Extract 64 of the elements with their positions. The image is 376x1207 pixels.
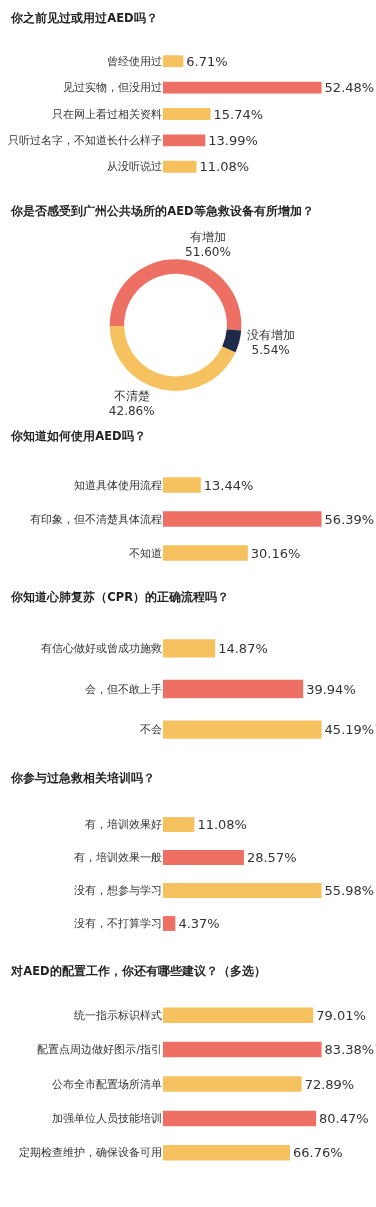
y-tick-label: 有信心做好或曾成功施救 — [41, 642, 162, 655]
data-label: 42.86% — [108, 404, 155, 419]
data-label: 15.74% — [213, 106, 264, 122]
bar — [163, 883, 322, 898]
bar — [163, 817, 195, 832]
bar — [163, 134, 206, 147]
data-label: 11.08% — [199, 159, 250, 175]
data-label: 55.98% — [324, 883, 375, 898]
donut-slice — [109, 259, 242, 331]
chart-title: 你知道心肺复苏（CPR）的正确流程吗？ — [10, 590, 230, 605]
data-label: 6.71% — [186, 53, 228, 69]
donut-slice — [109, 325, 236, 391]
data-label: 52.48% — [324, 80, 375, 96]
data-label: 4.37% — [178, 916, 220, 932]
y-tick-label: 会，但不敢上手 — [85, 682, 162, 695]
data-label: 83.38% — [324, 1042, 375, 1058]
data-label: 51.60% — [185, 245, 231, 260]
bar — [163, 160, 197, 173]
slice-label: 有增加 — [189, 229, 226, 244]
y-tick-label: 不知道 — [129, 546, 162, 559]
y-tick-label: 从没听说过 — [107, 160, 162, 173]
chart-title: 对AED的配置工作，你还有哪些建议？（多选） — [10, 963, 266, 978]
y-tick-label: 只在网上看过相关资料 — [52, 107, 162, 120]
y-tick-label: 加强单位人员技能培训 — [52, 1112, 162, 1125]
slice-label: 没有增加 — [246, 327, 295, 342]
y-tick-label: 有，培训效果好 — [85, 818, 162, 831]
data-label: 28.57% — [246, 850, 297, 866]
y-tick-label: 只听过名字，不知道长什么样子 — [8, 134, 162, 147]
donut-slice — [222, 329, 242, 353]
data-label: 80.47% — [319, 1110, 369, 1126]
data-label: 30.16% — [250, 545, 301, 561]
y-tick-label: 不会 — [140, 723, 162, 736]
y-tick-label: 公布全市配置场所清单 — [52, 1077, 162, 1090]
chart-title: 你知道如何使用AED吗？ — [10, 428, 146, 443]
data-label: 13.99% — [208, 132, 258, 148]
y-tick-label: 知道具体使用流程 — [74, 478, 162, 491]
data-label: 79.01% — [316, 1007, 366, 1023]
y-tick-label: 统一指示标识样式 — [74, 1008, 162, 1021]
y-tick-label: 见过实物，但没用过 — [63, 81, 162, 94]
bar — [163, 916, 176, 931]
y-tick-label: 定期检查维护，确保设备可用 — [19, 1146, 162, 1159]
bar — [163, 850, 244, 865]
data-label: 45.19% — [324, 722, 375, 738]
data-label: 72.89% — [304, 1076, 355, 1092]
y-tick-label: 没有，不打算学习 — [74, 917, 162, 930]
y-tick-label: 曾经使用过 — [107, 54, 162, 67]
chart-title: 你之前见过或用过AED吗？ — [10, 10, 158, 25]
y-tick-label: 配置点周边做好图示/指引 — [37, 1043, 162, 1056]
data-label: 56.39% — [324, 511, 375, 527]
bar — [163, 55, 184, 68]
bar — [163, 108, 211, 120]
y-tick-label: 没有，想参与学习 — [74, 884, 162, 897]
data-label: 39.94% — [306, 681, 356, 697]
data-label: 14.87% — [218, 640, 268, 656]
data-label: 11.08% — [197, 817, 247, 832]
bar — [163, 81, 322, 94]
y-tick-label: 有印象，但不清楚具体流程 — [30, 512, 162, 525]
chart-title: 你参与过急救相关培训吗？ — [10, 770, 156, 785]
chart-title: 你是否感受到广州公共场所的AED等急救设备有所增加？ — [10, 203, 314, 218]
y-tick-label: 有，培训效果一般 — [74, 851, 162, 864]
data-label: 13.44% — [203, 477, 254, 493]
data-label: 66.76% — [292, 1145, 343, 1161]
slice-label: 不清楚 — [113, 388, 150, 403]
data-label: 5.54% — [251, 343, 290, 358]
